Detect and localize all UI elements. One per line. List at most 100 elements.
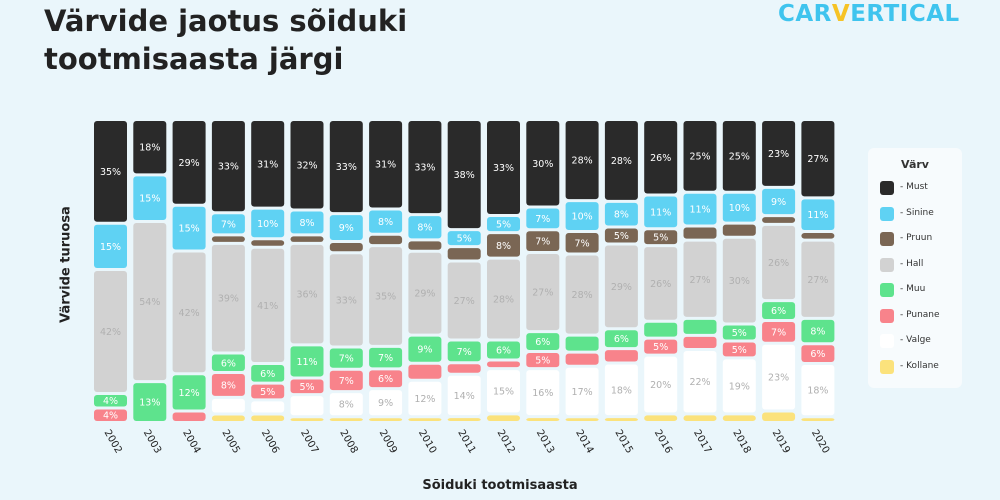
- page-title: Värvide jaotus sõiduki tootmisaasta järg…: [44, 4, 408, 76]
- bar-segment-2012-must: [487, 121, 520, 214]
- bar-segment-2020-muu: [801, 319, 835, 343]
- bar-segment-2012-sinine: [487, 217, 520, 232]
- data-label: 35%: [100, 167, 121, 178]
- bar-segment-2020-must: [801, 121, 835, 197]
- data-label: 7%: [535, 214, 550, 225]
- bar-segment-2007-punane: [290, 379, 324, 394]
- bar-segment-2018-must: [722, 121, 756, 191]
- bar-segment-2017-punane: [683, 336, 717, 349]
- bar-segment-2015-kollane: [604, 418, 638, 421]
- data-label: 54%: [139, 297, 160, 308]
- data-label: 6%: [496, 346, 511, 357]
- x-tick-label: 2017: [691, 428, 713, 456]
- bar-segment-2019-punane: [762, 322, 796, 342]
- x-tick-label: 2002: [102, 428, 124, 456]
- bar-segment-2013-pruun: [526, 231, 560, 251]
- bar-segment-2010-sinine: [408, 216, 442, 239]
- data-label: 29%: [611, 282, 632, 293]
- x-tick-label: 2003: [141, 428, 163, 456]
- bar-segment-2012-hall: [487, 259, 520, 339]
- data-label: 7%: [575, 238, 590, 249]
- bar-segment-2010-must: [408, 121, 442, 214]
- data-label: 15%: [139, 194, 160, 205]
- legend-swatch: [880, 334, 894, 348]
- bar-segment-2003-muu: [133, 383, 167, 421]
- bar-segment-2018-kollane: [722, 415, 756, 421]
- bar-segment-2019-valge: [762, 344, 796, 410]
- logo-text-left: CAR: [778, 1, 832, 27]
- x-tick-label: 2013: [534, 428, 556, 456]
- data-label: 33%: [493, 163, 514, 174]
- data-label: 9%: [771, 197, 786, 208]
- bar-segment-2015-punane: [604, 350, 638, 362]
- bar-segment-2009-hall: [369, 247, 403, 345]
- bar-segment-2009-muu: [369, 347, 403, 368]
- data-label: 26%: [650, 153, 671, 164]
- data-label: 8%: [221, 380, 236, 391]
- data-label: 28%: [572, 290, 593, 301]
- data-label: 25%: [689, 151, 710, 162]
- data-label: 8%: [417, 223, 432, 234]
- bar-segment-2007-hall: [290, 244, 324, 344]
- data-label: 16%: [532, 388, 553, 399]
- bar-segment-2004-punane: [172, 412, 206, 421]
- bar-segment-2015-pruun: [604, 228, 638, 243]
- data-label: 10%: [729, 203, 750, 214]
- data-label: 10%: [257, 219, 278, 230]
- data-label: 9%: [417, 345, 432, 356]
- bar-segment-2004-sinine: [172, 206, 206, 250]
- data-label: 15%: [100, 242, 121, 253]
- bar-segment-2004-hall: [172, 252, 206, 373]
- bar-segment-2003-must: [133, 121, 167, 174]
- data-label: 18%: [807, 386, 828, 397]
- data-label: 7%: [221, 219, 236, 230]
- x-tick-label: 2009: [377, 428, 399, 456]
- x-tick-label: 2016: [652, 428, 674, 456]
- bar-segment-2018-punane: [722, 342, 756, 357]
- bar-segment-2015-hall: [604, 245, 638, 328]
- data-label: 19%: [729, 381, 750, 392]
- bar-segment-2013-muu: [526, 333, 560, 350]
- bar-segment-2006-sinine: [251, 209, 285, 238]
- bar-segment-2014-kollane: [565, 418, 599, 421]
- bar-segment-2008-valge: [329, 393, 363, 416]
- data-label: 27%: [532, 288, 553, 299]
- bar-segment-2012-kollane: [487, 415, 520, 421]
- bar-segment-2003-hall: [133, 223, 167, 381]
- legend-label: - Punane: [900, 309, 940, 320]
- bar-segment-2015-sinine: [604, 202, 638, 226]
- data-label: 27%: [454, 296, 475, 307]
- x-tick-label: 2019: [770, 428, 792, 456]
- data-label: 5%: [732, 328, 747, 339]
- bar-segment-2011-must: [447, 121, 481, 229]
- bar-segment-2003-sinine: [133, 176, 167, 221]
- x-tick-label: 2012: [495, 428, 517, 456]
- bar-segment-2013-kollane: [526, 418, 560, 421]
- carvertical-logo: CARVERTICAL: [778, 1, 960, 27]
- bar-segment-2011-hall: [447, 262, 481, 339]
- data-label: 7%: [339, 354, 354, 365]
- bar-segment-2007-must: [290, 121, 324, 209]
- bar-segment-2004-muu: [172, 375, 206, 410]
- data-label: 6%: [260, 369, 275, 380]
- bar-segment-2007-muu: [290, 346, 324, 377]
- bar-segment-2014-punane: [565, 353, 599, 365]
- bar-segment-2006-valge: [251, 401, 285, 413]
- data-label: 5%: [535, 356, 550, 367]
- bar-segment-2016-valge: [644, 356, 678, 413]
- data-label: 42%: [179, 308, 200, 319]
- data-label: 26%: [650, 279, 671, 290]
- data-label: 23%: [768, 373, 789, 384]
- bar-segment-2009-valge: [369, 390, 403, 416]
- bar-segment-2014-muu: [565, 336, 599, 351]
- bar-segment-2009-pruun: [369, 235, 403, 245]
- data-label: 9%: [339, 223, 354, 234]
- bar-segment-2011-sinine: [447, 231, 481, 246]
- bar-segment-2014-pruun: [565, 233, 599, 253]
- bar-segment-2016-kollane: [644, 415, 678, 421]
- data-label: 29%: [179, 158, 200, 169]
- legend-label: - Must: [900, 182, 928, 192]
- bar-segment-2020-hall: [801, 241, 835, 317]
- bar-segment-2005-muu: [211, 354, 245, 371]
- bar-segment-2014-sinine: [565, 202, 599, 231]
